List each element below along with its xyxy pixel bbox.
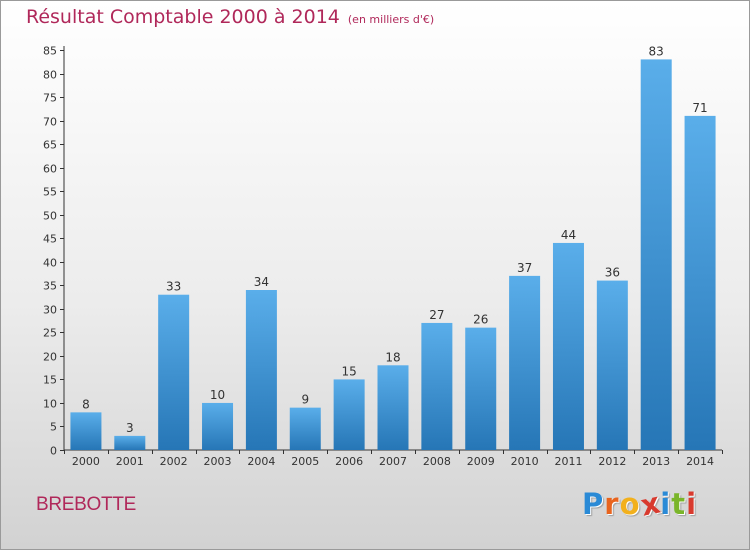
data-label-2004: 34	[254, 275, 269, 289]
bar-2009	[465, 327, 497, 450]
y-tick-label: 50	[43, 210, 57, 223]
x-tick-label: 2000	[72, 455, 100, 468]
data-label-2012: 36	[605, 266, 620, 280]
y-tick-label: 15	[43, 374, 57, 387]
x-axis: 2000 2001 2002 2003 2004 2005 2006 2007 2008 2009…	[64, 449, 723, 468]
x-tick-label: 2005	[291, 455, 319, 468]
bar-2011	[552, 242, 584, 450]
bar-2008	[421, 322, 453, 450]
y-tick-label: 10	[43, 398, 57, 411]
y-tick-label: 30	[43, 304, 57, 317]
data-label-2000: 8	[82, 397, 90, 411]
place-name: BREBOTTE	[36, 494, 137, 515]
y-tick-label: 5	[50, 421, 57, 434]
logo-letter: o	[619, 487, 641, 521]
x-tick-label: 2007	[379, 455, 407, 468]
y-tick-label: 25	[43, 327, 57, 340]
data-label-2014: 71	[692, 101, 707, 115]
logo-letter: i	[686, 487, 698, 521]
bar-2005	[289, 407, 321, 450]
logo-letter: t	[671, 487, 687, 521]
x-tick-label: 2006	[335, 455, 363, 468]
bar-2014	[684, 115, 716, 450]
data-label-2009: 26	[473, 313, 488, 327]
data-label-2011: 44	[561, 228, 576, 242]
data-label-2013: 83	[649, 44, 664, 58]
y-tick-label: 85	[43, 45, 57, 58]
y-tick-label: 20	[43, 351, 57, 364]
data-label-2007: 18	[385, 350, 400, 364]
bar-2007	[377, 365, 409, 450]
y-tick-label: 70	[43, 116, 57, 129]
data-label-2001: 3	[126, 421, 134, 435]
y-tick-label: 55	[43, 186, 57, 199]
x-tick-label: 2009	[467, 455, 495, 468]
bar-2000	[70, 412, 102, 450]
x-tick-label: 2008	[423, 455, 451, 468]
bar-2002	[158, 294, 190, 450]
y-tick-label: 60	[43, 163, 57, 176]
x-tick-label: 2004	[247, 455, 275, 468]
bar-2010	[509, 275, 541, 450]
bars	[70, 59, 716, 450]
data-label-2010: 37	[517, 261, 532, 275]
data-label-2006: 15	[341, 364, 356, 378]
y-tick-label: 80	[43, 69, 57, 82]
data-label-2008: 27	[429, 308, 444, 322]
bar-2003	[202, 402, 234, 450]
x-tick-label: 2003	[204, 455, 232, 468]
chart-title: Résultat Comptable 2000 à 2014 (en millie…	[26, 6, 434, 28]
data-label-2002: 33	[166, 280, 181, 294]
y-tick-label: 0	[50, 445, 57, 458]
logo-letter: r	[604, 487, 620, 521]
x-tick-label: 2010	[511, 455, 539, 468]
x-tick-label: 2013	[642, 455, 670, 468]
y-tick-label: 35	[43, 280, 57, 293]
bar-2012	[596, 280, 628, 450]
y-tick-label: 45	[43, 233, 57, 246]
y-tick-label: 65	[43, 139, 57, 152]
proxiti-logo[interactable]: Proxiti	[582, 485, 698, 522]
bar-2013	[640, 59, 672, 450]
data-label-2005: 9	[301, 393, 309, 407]
x-tick-label: 2012	[598, 455, 626, 468]
y-tick-label: 40	[43, 257, 57, 270]
title-text: Résultat Comptable 2000 à 2014	[26, 6, 340, 28]
logo-letter: P	[582, 487, 605, 521]
x-tick-label: 2001	[116, 455, 144, 468]
bar-2001	[114, 435, 146, 450]
unit-label: (en milliers d'€)	[347, 13, 435, 26]
bar-2004	[245, 290, 277, 450]
data-label-2003: 10	[210, 388, 225, 402]
x-tick-label: 2002	[160, 455, 188, 468]
logo-letter: i	[660, 487, 672, 521]
x-tick-label: 2014	[686, 455, 714, 468]
bar-2006	[333, 379, 365, 450]
y-axis: 0 5 10 15 20 25 30 35 40 45 50 55 60 65 70 75 80 85	[43, 45, 65, 458]
y-tick-label: 75	[43, 92, 57, 105]
x-tick-label: 2011	[554, 455, 582, 468]
